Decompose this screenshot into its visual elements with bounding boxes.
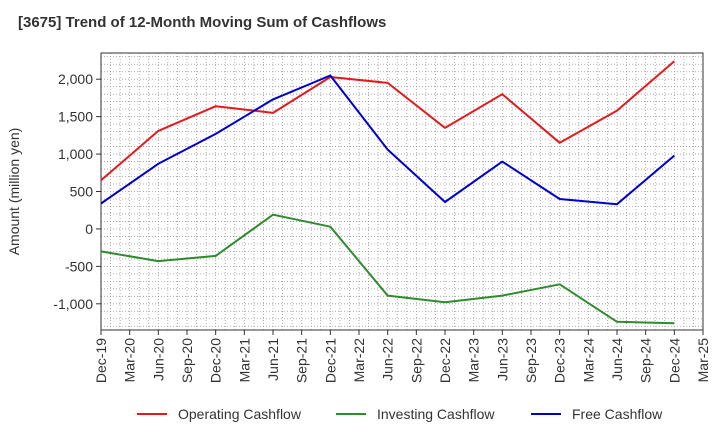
x-tick-label: Dec-20 — [208, 338, 224, 383]
y-tick-label: 1,000 — [58, 146, 93, 162]
x-tick-label: Mar-23 — [466, 338, 482, 383]
x-tick-label: Sep-20 — [179, 338, 195, 383]
x-tick-label: Mar-24 — [580, 338, 596, 383]
operating-cashflow-legend-label: Operating Cashflow — [178, 406, 302, 422]
free-cashflow-line — [100, 74, 675, 206]
x-tick-label: Dec-23 — [552, 338, 568, 383]
x-tick-label: Jun-20 — [150, 338, 166, 381]
x-tick-label: Mar-25 — [695, 338, 711, 383]
x-tick-label: Jun-21 — [265, 338, 281, 381]
investing-cashflow-legend-label: Investing Cashflow — [377, 406, 495, 422]
y-tick-label: 2,000 — [58, 71, 93, 87]
x-tick-label: Jun-24 — [609, 338, 625, 381]
x-tick-label: Jun-23 — [494, 338, 510, 381]
x-tick-label: Dec-21 — [322, 338, 338, 383]
investing-cashflow-line — [100, 213, 675, 325]
x-tick-label: Sep-21 — [294, 338, 310, 383]
chart-title: [3675] Trend of 12-Month Moving Sum of C… — [18, 14, 387, 31]
y-tick-label: 1,500 — [58, 109, 93, 125]
x-tick-label: Sep-23 — [523, 338, 539, 383]
y-tick-label: 0 — [85, 221, 93, 237]
x-tick-label: Mar-20 — [122, 338, 138, 383]
x-tick-label: Dec-19 — [93, 338, 109, 383]
x-tick-label: Mar-21 — [236, 338, 252, 383]
y-tick-label: -1,000 — [53, 296, 93, 312]
x-tick-label: Mar-22 — [351, 338, 367, 383]
x-tick-label: Dec-24 — [666, 338, 682, 383]
x-tick-label: Dec-22 — [437, 338, 453, 383]
x-tick-label: Sep-22 — [408, 338, 424, 383]
free-cashflow-legend-label: Free Cashflow — [572, 406, 663, 422]
x-tick-label: Jun-22 — [380, 338, 396, 381]
y-axis-label: Amount (million yen) — [6, 128, 22, 256]
x-tick-label: Sep-24 — [638, 338, 654, 383]
y-tick-label: -500 — [65, 258, 93, 274]
operating-cashflow-line — [100, 60, 675, 182]
y-tick-label: 500 — [70, 184, 94, 200]
